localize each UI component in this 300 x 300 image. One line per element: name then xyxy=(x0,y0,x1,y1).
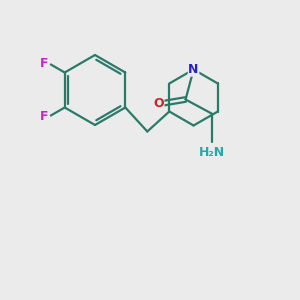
Text: N: N xyxy=(188,63,199,76)
Text: O: O xyxy=(153,97,164,110)
Text: F: F xyxy=(40,57,49,70)
Text: H₂N: H₂N xyxy=(199,146,225,158)
Text: F: F xyxy=(40,110,49,123)
